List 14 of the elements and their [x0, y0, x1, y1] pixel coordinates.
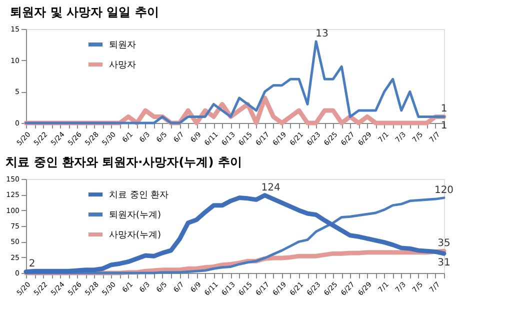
- legend-label: 퇴원자: [109, 40, 136, 50]
- legend-label: 퇴원자(누계): [109, 210, 162, 220]
- annotation: 120: [434, 184, 454, 196]
- legend-label: 치료 중인 환자: [109, 190, 169, 200]
- legend-label: 사망자(누계): [109, 230, 162, 240]
- legend-label: 사망자: [109, 60, 136, 70]
- annotation: 35: [438, 238, 450, 250]
- annotation: 2: [28, 258, 36, 270]
- annotation: 31: [438, 258, 450, 269]
- chart-title: 치료 중인 환자와 퇴원자·사망자(누계) 추이: [6, 155, 242, 169]
- annotation: 13: [316, 28, 328, 40]
- annotation: 1: [440, 104, 448, 115]
- annotation: 124: [261, 182, 280, 194]
- chart-title: 퇴원자 및 사망자 일일 추이: [10, 5, 159, 19]
